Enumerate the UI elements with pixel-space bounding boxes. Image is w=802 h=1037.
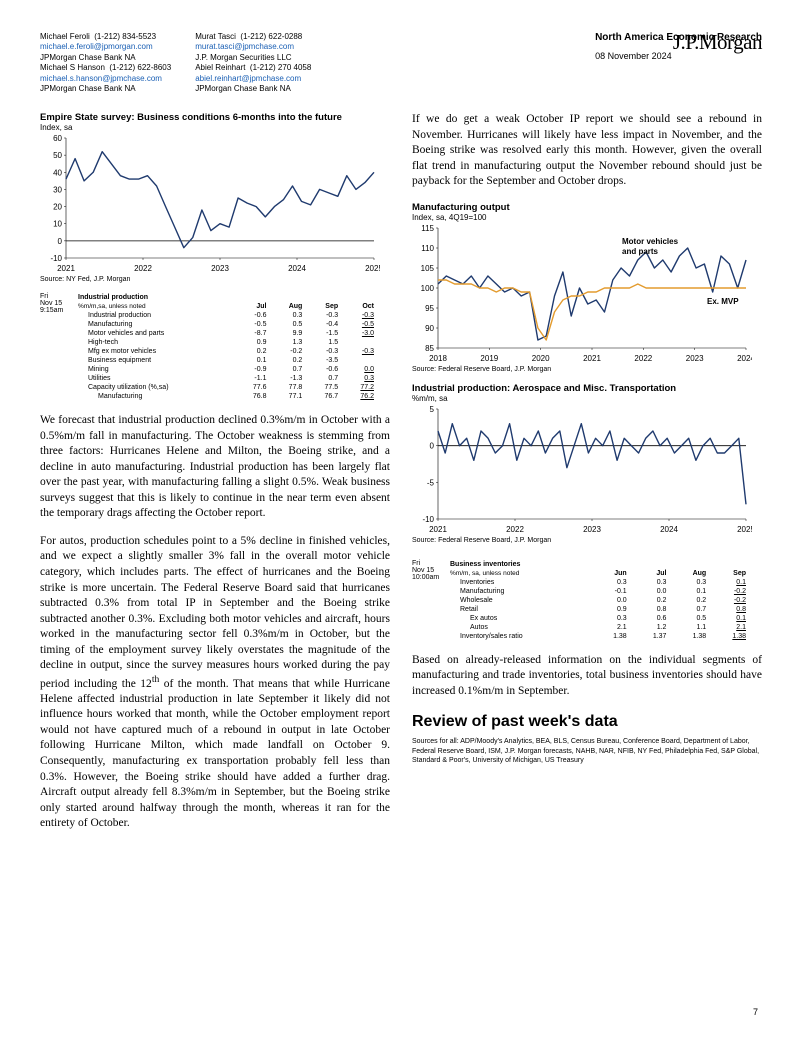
contact-name: Murat Tasci [195,32,236,41]
svg-text:Ex. MVP: Ex. MVP [707,297,739,306]
left-column: Empire State survey: Business conditions… [40,112,390,843]
contact-name: Abiel Reinhart [195,63,245,72]
svg-text:0: 0 [58,237,63,246]
contact-org: JPMorgan Chase Bank NA [40,84,171,94]
table-date: Nov 15 [40,300,72,307]
svg-text:2023: 2023 [211,264,229,273]
chart-title: Empire State survey: Business conditions… [40,112,390,123]
table-time: 9:15am [40,307,72,314]
svg-text:2025: 2025 [737,525,752,534]
table-time: 10:00am [412,574,444,581]
contacts-col-2: Murat Tasci (1-212) 622-0288 murat.tasci… [195,32,311,94]
bi-table-block: Fri Nov 15 10:00am Business inventories%… [412,560,762,641]
chart-source: Source: NY Fed, J.P. Morgan [40,276,390,283]
mfg-output-chart: Manufacturing output Index, sa, 4Q19=100… [412,202,762,373]
svg-text:2018: 2018 [429,354,447,363]
main-columns: Empire State survey: Business conditions… [40,112,762,843]
contact-phone: (1-212) 270 4058 [250,63,311,72]
review-heading: Review of past week's data [412,713,762,731]
svg-text:95: 95 [425,304,434,313]
contact-name: Michael S Hanson [40,63,105,72]
svg-text:10: 10 [53,220,62,229]
svg-text:110: 110 [421,244,434,253]
chart-source: Source: Federal Reserve Board, J.P. Morg… [412,537,762,544]
svg-text:2021: 2021 [583,354,601,363]
contact-phone: (1-212) 834-5523 [94,32,156,41]
svg-text:-10: -10 [422,515,434,524]
svg-text:2022: 2022 [134,264,152,273]
contact-name: Michael Feroli [40,32,90,41]
svg-text:2023: 2023 [686,354,704,363]
table-date-col: Fri Nov 15 10:00am [412,560,444,641]
body-paragraph: Based on already-released information on… [412,653,762,700]
svg-text:90: 90 [425,324,434,333]
table-day: Fri [412,560,444,567]
svg-text:-5: -5 [427,478,435,487]
svg-text:105: 105 [421,264,435,273]
svg-text:2024: 2024 [660,525,678,534]
chart-source: Source: Federal Reserve Board, J.P. Morg… [412,366,762,373]
contacts-block: Michael Feroli (1-212) 834-5523 michael.… [40,32,311,94]
contacts-col-1: Michael Feroli (1-212) 834-5523 michael.… [40,32,171,94]
contact-phone: (1-212) 622-8603 [109,63,171,72]
table-date: Nov 15 [412,567,444,574]
svg-text:100: 100 [421,284,435,293]
chart-title: Manufacturing output [412,202,762,213]
aero-chart-svg: -10 -5 0 5 2021 2022 2023 2024 2025 [412,405,752,535]
contact-org: J.P. Morgan Securities LLC [195,53,311,63]
aerospace-chart: Industrial production: Aerospace and Mis… [412,383,762,544]
body-text-span: of the month. That means that while Hurr… [40,677,390,829]
svg-text:2025: 2025 [365,264,380,273]
empire-state-chart: Empire State survey: Business conditions… [40,112,390,283]
contact-org: JPMorgan Chase Bank NA [40,53,171,63]
svg-text:2023: 2023 [583,525,601,534]
svg-text:40: 40 [53,169,62,178]
svg-text:2019: 2019 [480,354,498,363]
svg-text:30: 30 [53,186,62,195]
svg-text:2024: 2024 [737,354,752,363]
contact-email-link[interactable]: abiel.reinhart@jpmchase.com [195,74,301,83]
svg-text:20: 20 [53,203,62,212]
svg-text:0: 0 [430,442,435,451]
page-number: 7 [753,1007,758,1017]
empire-chart-svg: -10 0 10 20 30 40 50 60 2021 2022 2023 2024 2025 [40,134,380,274]
page-header: Michael Feroli (1-212) 834-5523 michael.… [40,32,762,94]
svg-text:50: 50 [53,151,62,160]
table-day: Fri [40,293,72,300]
body-paragraph: For autos, production schedules point to… [40,534,390,832]
contact-email-link[interactable]: michael.s.hanson@jpmchase.com [40,74,162,83]
body-paragraph: We forecast that industrial production d… [40,413,390,522]
chart-subtitle: %m/m, sa [412,394,762,403]
table-date-col: Fri Nov 15 9:15am [40,293,72,401]
body-text-span: For autos, production schedules point to… [40,535,390,689]
svg-text:2022: 2022 [506,525,524,534]
svg-text:and parts: and parts [622,247,659,256]
jpmorgan-logo: J.P.Morgan [673,30,762,55]
svg-text:115: 115 [421,224,434,233]
body-paragraph: If we do get a weak October IP report we… [412,112,762,190]
svg-text:2024: 2024 [288,264,306,273]
svg-text:85: 85 [425,344,434,353]
contact-org: JPMorgan Chase Bank NA [195,84,311,94]
svg-text:2022: 2022 [634,354,652,363]
svg-text:60: 60 [53,134,62,143]
svg-text:2021: 2021 [57,264,75,273]
svg-text:-10: -10 [50,254,62,263]
ip-table-block: Fri Nov 15 9:15am Industrial production%… [40,293,390,401]
chart-subtitle: Index, sa, 4Q19=100 [412,213,762,222]
right-column: If we do get a weak October IP report we… [412,112,762,843]
contact-email-link[interactable]: murat.tasci@jpmchase.com [195,42,294,51]
chart-title: Industrial production: Aerospace and Mis… [412,383,762,394]
svg-text:Motor vehicles: Motor vehicles [622,237,679,246]
review-sources: Sources for all: ADP/Moody's Analytics, … [412,737,762,764]
mfg-chart-svg: 85 90 95 100 105 110 115 2018 2019 2020 2021 2022 20… [412,224,752,364]
bi-data-table: Business inventories%m/m, sa, unless not… [450,560,750,641]
svg-text:5: 5 [430,405,435,414]
contact-email-link[interactable]: michael.e.feroli@jpmorgan.com [40,42,153,51]
svg-text:2020: 2020 [532,354,550,363]
contact-phone: (1-212) 622-0288 [240,32,302,41]
chart-subtitle: Index, sa [40,123,390,132]
ip-data-table: Industrial production%m/m,sa, unless not… [78,293,378,401]
svg-text:2021: 2021 [429,525,447,534]
